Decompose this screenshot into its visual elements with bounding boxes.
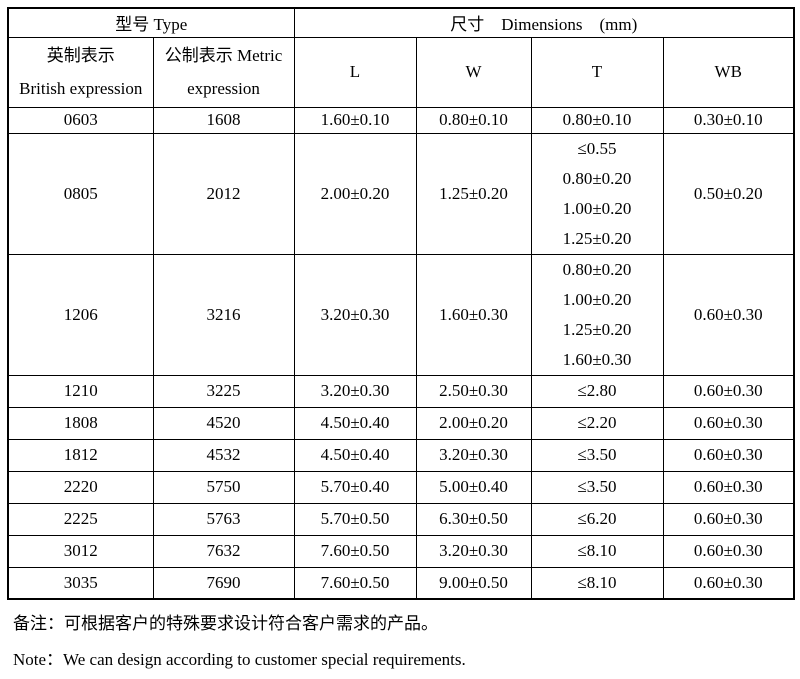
cell-british: 3035	[7, 566, 154, 600]
cell-l: 5.70±0.40	[293, 470, 417, 504]
header-col-l: L	[293, 36, 417, 108]
table-row-1808: 1808 4520 4.50±0.40 2.00±0.20 ≤2.20 0.60…	[7, 406, 795, 440]
cell-wb: 0.60±0.30	[662, 470, 795, 504]
cell-w: 0.80±0.10	[415, 106, 532, 134]
cell-british: 3012	[7, 534, 154, 568]
cell-t: ≤3.50	[530, 470, 664, 504]
table-row-1812: 1812 4532 4.50±0.40 3.20±0.30 ≤3.50 0.60…	[7, 438, 795, 472]
header-row-groups: 型号 Type 尺寸 Dimensions (mm)	[7, 7, 795, 38]
table-row-0805: 0805 2012 2.00±0.20 1.25±0.20 ≤0.55 0.80…	[7, 132, 795, 255]
cell-metric: 5763	[152, 502, 295, 536]
cell-l: 7.60±0.50	[293, 566, 417, 600]
cell-british: 2225	[7, 502, 154, 536]
cell-wb: 0.60±0.30	[662, 374, 795, 408]
cell-w: 5.00±0.40	[415, 470, 532, 504]
cell-wb: 0.60±0.30	[662, 502, 795, 536]
header-british-line1: 英制表示	[46, 46, 115, 65]
header-british-line2: British expression	[19, 79, 143, 98]
cell-w: 6.30±0.50	[415, 502, 532, 536]
header-type-group: 型号 Type	[7, 7, 295, 38]
cell-wb: 0.60±0.30	[662, 406, 795, 440]
cell-t: ≤3.50	[530, 438, 664, 472]
cell-l: 1.60±0.10	[293, 106, 417, 134]
cell-wb: 0.60±0.30	[662, 566, 795, 600]
cell-t: ≤0.55 0.80±0.20 1.00±0.20 1.25±0.20	[530, 132, 664, 255]
t-option: 1.00±0.20	[562, 289, 632, 309]
cell-wb: 0.30±0.10	[662, 106, 795, 134]
cell-l: 3.20±0.30	[293, 374, 417, 408]
cell-british: 1812	[7, 438, 154, 472]
header-metric-line1: 公制表示 Metric	[164, 46, 283, 65]
cell-british: 1210	[7, 374, 154, 408]
cell-wb: 0.50±0.20	[662, 132, 795, 255]
header-metric-expression: 公制表示 Metric expression	[152, 36, 295, 108]
t-option: 0.80±0.20	[562, 259, 632, 279]
t-option: 1.00±0.20	[562, 198, 632, 218]
cell-w: 2.00±0.20	[415, 406, 532, 440]
table-row-2220: 2220 5750 5.70±0.40 5.00±0.40 ≤3.50 0.60…	[7, 470, 795, 504]
cell-metric: 2012	[152, 132, 295, 255]
cell-british: 0603	[7, 106, 154, 134]
cell-metric: 5750	[152, 470, 295, 504]
cell-metric: 4520	[152, 406, 295, 440]
note-chinese: 备注：可根据客户的特殊要求设计符合客户需求的产品。	[13, 614, 438, 633]
cell-l: 4.50±0.40	[293, 438, 417, 472]
t-option: 1.60±0.30	[562, 349, 632, 369]
footer-notes: 备注：可根据客户的特殊要求设计符合客户需求的产品。 Note：We can de…	[13, 614, 793, 670]
cell-metric: 1608	[152, 106, 295, 134]
cell-t: 0.80±0.20 1.00±0.20 1.25±0.20 1.60±0.30	[530, 253, 664, 376]
cell-wb: 0.60±0.30	[662, 438, 795, 472]
cell-t: ≤6.20	[530, 502, 664, 536]
header-dimensions-group: 尺寸 Dimensions (mm)	[293, 7, 795, 38]
cell-metric: 3225	[152, 374, 295, 408]
cell-l: 5.70±0.50	[293, 502, 417, 536]
cell-l: 7.60±0.50	[293, 534, 417, 568]
cell-w: 1.60±0.30	[415, 253, 532, 376]
cell-w: 2.50±0.30	[415, 374, 532, 408]
cell-t: ≤2.80	[530, 374, 664, 408]
table-row-3012: 3012 7632 7.60±0.50 3.20±0.30 ≤8.10 0.60…	[7, 534, 795, 568]
table-row-1206: 1206 3216 3.20±0.30 1.60±0.30 0.80±0.20 …	[7, 253, 795, 376]
table-row-3035: 3035 7690 7.60±0.50 9.00±0.50 ≤8.10 0.60…	[7, 566, 795, 600]
header-british-expression: 英制表示 British expression	[7, 36, 154, 108]
cell-british: 1808	[7, 406, 154, 440]
cell-t: ≤2.20	[530, 406, 664, 440]
header-metric-line2: expression	[187, 79, 260, 98]
cell-t: ≤8.10	[530, 534, 664, 568]
t-option: ≤0.55	[577, 138, 617, 158]
cell-l: 3.20±0.30	[293, 253, 417, 376]
t-option: 0.80±0.20	[562, 168, 632, 188]
header-row-columns: 英制表示 British expression 公制表示 Metric expr…	[7, 36, 795, 108]
cell-metric: 3216	[152, 253, 295, 376]
t-option: 1.25±0.20	[562, 228, 632, 248]
note-english: Note：We can design according to customer…	[13, 650, 466, 669]
table-row-1210: 1210 3225 3.20±0.30 2.50±0.30 ≤2.80 0.60…	[7, 374, 795, 408]
dimensions-spec-table: 型号 Type 尺寸 Dimensions (mm) 英制表示 British …	[7, 7, 795, 600]
cell-british: 0805	[7, 132, 154, 255]
cell-metric: 7690	[152, 566, 295, 600]
cell-british: 2220	[7, 470, 154, 504]
header-col-t: T	[530, 36, 664, 108]
cell-w: 3.20±0.30	[415, 534, 532, 568]
cell-t: 0.80±0.10	[530, 106, 664, 134]
table-row-0603: 0603 1608 1.60±0.10 0.80±0.10 0.80±0.10 …	[7, 106, 795, 134]
table-row-2225: 2225 5763 5.70±0.50 6.30±0.50 ≤6.20 0.60…	[7, 502, 795, 536]
cell-w: 3.20±0.30	[415, 438, 532, 472]
cell-metric: 7632	[152, 534, 295, 568]
cell-british: 1206	[7, 253, 154, 376]
cell-metric: 4532	[152, 438, 295, 472]
header-col-wb: WB	[662, 36, 795, 108]
cell-t: ≤8.10	[530, 566, 664, 600]
cell-w: 1.25±0.20	[415, 132, 532, 255]
cell-w: 9.00±0.50	[415, 566, 532, 600]
t-option: 1.25±0.20	[562, 319, 632, 339]
cell-wb: 0.60±0.30	[662, 253, 795, 376]
header-col-w: W	[415, 36, 532, 108]
cell-wb: 0.60±0.30	[662, 534, 795, 568]
cell-l: 2.00±0.20	[293, 132, 417, 255]
cell-l: 4.50±0.40	[293, 406, 417, 440]
